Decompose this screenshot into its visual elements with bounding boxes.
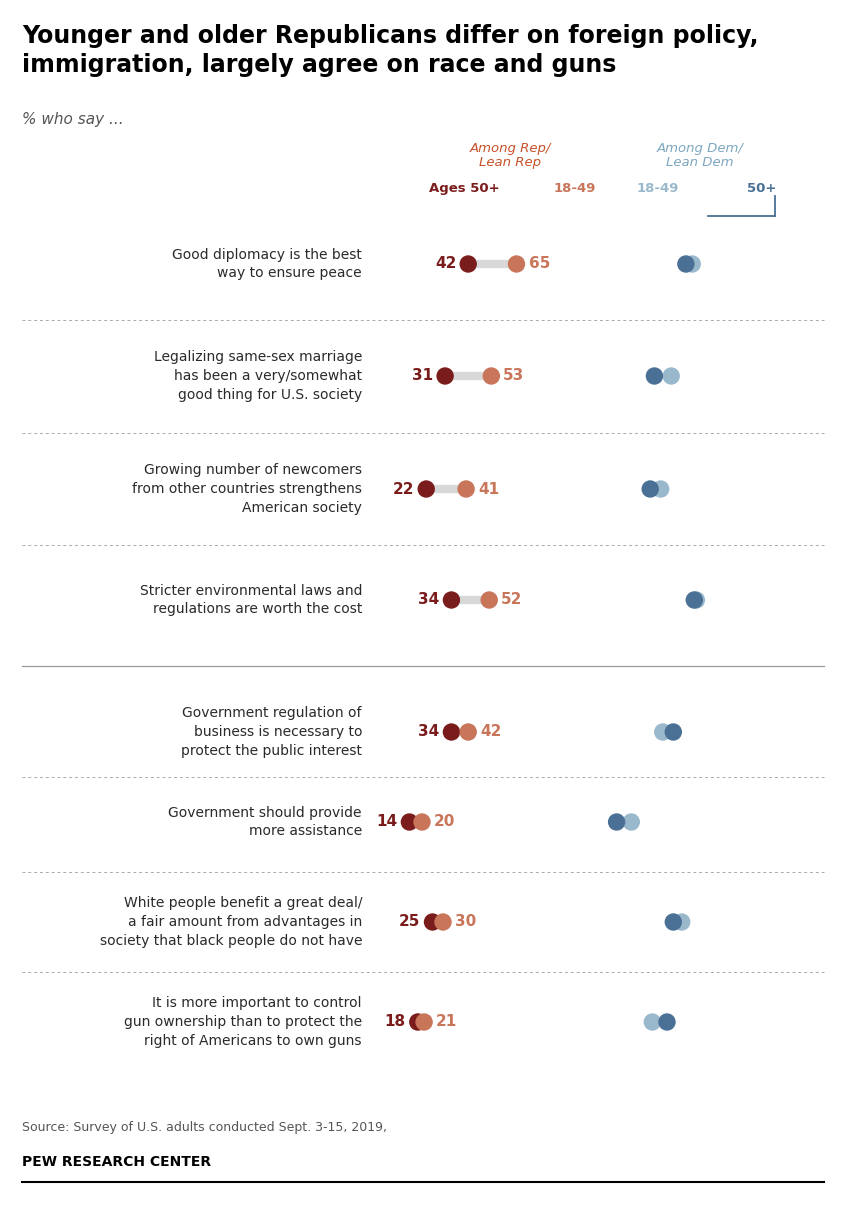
Circle shape xyxy=(608,814,624,830)
Circle shape xyxy=(665,914,681,930)
Circle shape xyxy=(460,256,476,272)
Text: Stricter environmental laws and
regulations are worth the cost: Stricter environmental laws and regulati… xyxy=(140,584,362,617)
Text: White people benefit a great deal/
a fair amount from advantages in
society that: White people benefit a great deal/ a fai… xyxy=(100,896,362,947)
Text: Lean Dem: Lean Dem xyxy=(667,155,733,169)
Text: Growing number of newcomers
from other countries strengthens
American society: Growing number of newcomers from other c… xyxy=(132,463,362,515)
Circle shape xyxy=(460,725,476,741)
Text: 25: 25 xyxy=(399,914,420,929)
Circle shape xyxy=(425,914,441,930)
Circle shape xyxy=(414,814,430,830)
Circle shape xyxy=(689,592,705,608)
Circle shape xyxy=(686,592,702,608)
Text: 50+: 50+ xyxy=(747,182,777,195)
Text: Among Dem/: Among Dem/ xyxy=(656,142,744,155)
Text: 41: 41 xyxy=(478,481,499,497)
Text: 18-49: 18-49 xyxy=(554,182,596,195)
Text: 21: 21 xyxy=(436,1015,458,1029)
Text: 22: 22 xyxy=(393,481,415,497)
Circle shape xyxy=(437,368,453,384)
Text: Among Rep/: Among Rep/ xyxy=(470,142,551,155)
Text: 65: 65 xyxy=(529,257,550,272)
Text: 53: 53 xyxy=(503,368,525,383)
Text: 18-49: 18-49 xyxy=(637,182,679,195)
Text: Legalizing same-sex marriage
has been a very/somewhat
good thing for U.S. societ: Legalizing same-sex marriage has been a … xyxy=(154,350,362,401)
Text: Ages 50+: Ages 50+ xyxy=(429,182,499,195)
Text: 34: 34 xyxy=(418,725,439,739)
Circle shape xyxy=(678,256,694,272)
Circle shape xyxy=(642,481,658,497)
Circle shape xyxy=(418,481,434,497)
Text: 20: 20 xyxy=(434,814,455,830)
Circle shape xyxy=(435,914,451,930)
Text: It is more important to control
gun ownership than to protect the
right of Ameri: It is more important to control gun owne… xyxy=(124,996,362,1048)
Circle shape xyxy=(646,368,662,384)
Circle shape xyxy=(655,725,671,741)
Circle shape xyxy=(508,256,525,272)
Circle shape xyxy=(624,814,640,830)
Circle shape xyxy=(653,481,668,497)
Text: 30: 30 xyxy=(455,914,476,929)
Text: Good diplomacy is the best
way to ensure peace: Good diplomacy is the best way to ensure… xyxy=(172,247,362,280)
Circle shape xyxy=(483,368,499,384)
Circle shape xyxy=(458,481,474,497)
Text: Government regulation of
business is necessary to
protect the public interest: Government regulation of business is nec… xyxy=(181,706,362,758)
Circle shape xyxy=(673,914,689,930)
Circle shape xyxy=(663,368,679,384)
Text: 42: 42 xyxy=(481,725,502,739)
Circle shape xyxy=(684,256,700,272)
Circle shape xyxy=(645,1013,660,1031)
Circle shape xyxy=(665,725,681,741)
Circle shape xyxy=(416,1013,432,1031)
Text: PEW RESEARCH CENTER: PEW RESEARCH CENTER xyxy=(22,1155,212,1169)
Circle shape xyxy=(659,1013,675,1031)
Text: % who say ...: % who say ... xyxy=(22,113,124,127)
Text: 42: 42 xyxy=(435,257,456,272)
Circle shape xyxy=(409,1013,426,1031)
Text: 14: 14 xyxy=(376,814,398,830)
Text: 31: 31 xyxy=(412,368,433,383)
Text: Government should provide
more assistance: Government should provide more assistanc… xyxy=(168,805,362,838)
Text: Lean Rep: Lean Rep xyxy=(479,155,541,169)
Text: 34: 34 xyxy=(418,592,439,607)
Circle shape xyxy=(481,592,497,608)
Circle shape xyxy=(443,592,459,608)
Text: 18: 18 xyxy=(385,1015,406,1029)
Text: 52: 52 xyxy=(501,592,523,607)
Text: Source: Survey of U.S. adults conducted Sept. 3-15, 2019,: Source: Survey of U.S. adults conducted … xyxy=(22,1121,387,1133)
Text: Younger and older Republicans differ on foreign policy,
immigration, largely agr: Younger and older Republicans differ on … xyxy=(22,24,759,77)
Circle shape xyxy=(443,725,459,741)
Circle shape xyxy=(401,814,417,830)
